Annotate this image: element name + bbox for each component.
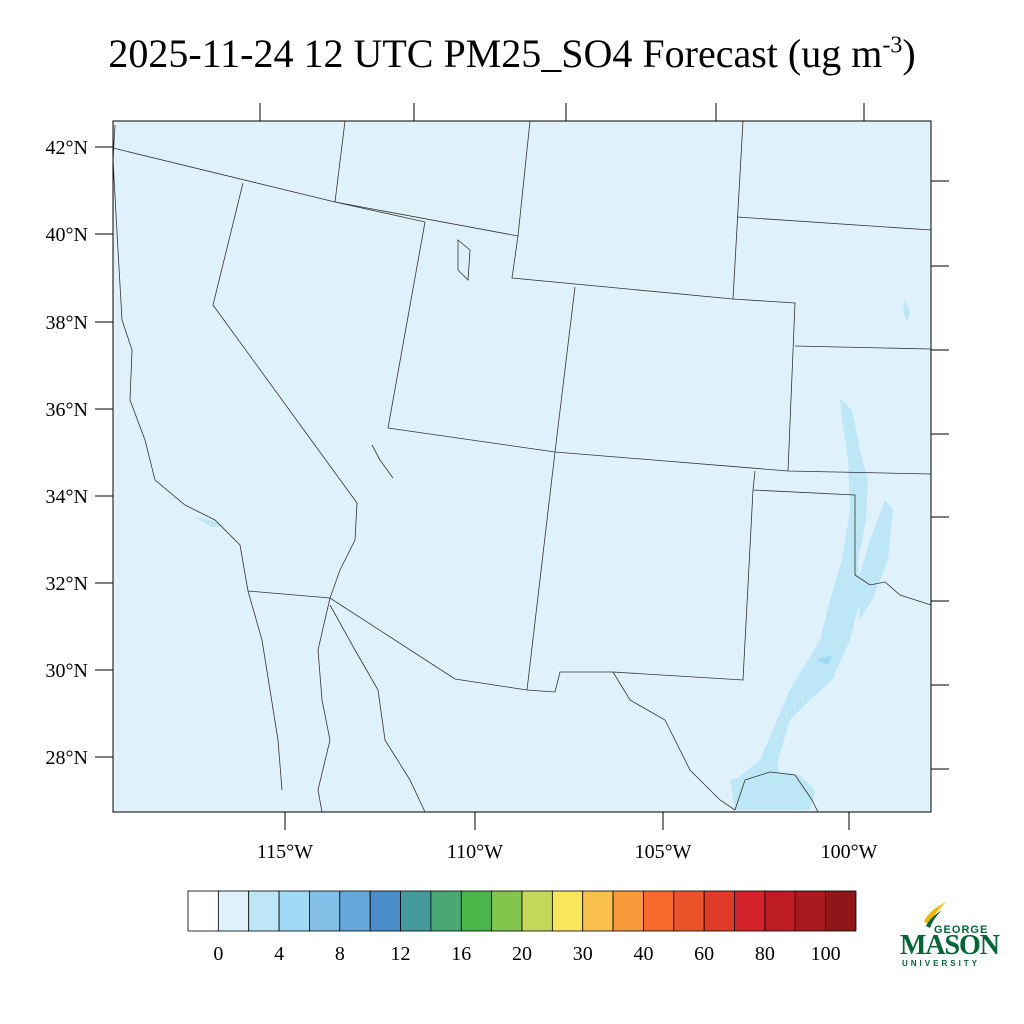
lat-label: 34°N [46,486,88,508]
lat-label: 40°N [46,224,88,246]
colorbar-label: 30 [573,943,593,965]
lat-label: 36°N [46,399,88,421]
colorbar-swatch [309,890,341,932]
colorbar-swatch [764,890,796,932]
rio-grande-lower [734,771,819,813]
colorbar-swatch [582,890,614,932]
colorbar-label: 60 [694,943,714,965]
patch-texas-band [735,398,868,805]
border-id-mt [334,120,346,203]
patch-kansas [903,300,910,322]
border-nv-ut [334,201,426,429]
border-wy-co [511,120,796,472]
patch-socal [195,517,225,527]
colorbar-label: 8 [335,943,345,965]
svg-text:UNIVERSITY: UNIVERSITY [902,959,980,968]
concentration-patches [195,300,910,810]
border-ne-sd [736,216,932,231]
rio-grande [612,671,736,811]
colorbar-swatch [217,890,250,932]
state-boundaries [112,120,932,813]
border-ca-nv-az [212,182,358,599]
border-37n [387,427,932,475]
colorbar-swatch [278,890,310,932]
gmu-logo: GEORGE MASON UNIVERSITY [898,900,1002,970]
svg-text:MASON: MASON [900,930,1000,961]
colorbar-swatch [794,890,827,932]
colorbar-swatch [734,890,766,932]
pacific-coast [112,124,283,791]
map-plot-area [112,120,932,813]
longitude-labels: 115°W 110°W 105°W 100°W [257,841,878,863]
lake-mead [371,444,394,479]
baja-gulf-coast [317,597,331,813]
latitude-labels: 42°N 40°N 38°N 36°N 34°N 32°N 30°N 28°N [46,137,88,769]
lon-label: 100°W [821,841,878,863]
colorbar-label: 40 [633,943,653,965]
colorbar-swatch [187,890,219,932]
colorbar-swatch [521,890,553,932]
colorbar-swatch [491,890,523,932]
colorbar-label: 4 [274,943,284,965]
colorbar-label: 80 [755,943,775,965]
axis-ticks [95,103,949,830]
great-salt-lake [457,239,471,281]
colorbar-swatch [612,890,644,932]
colorbar-swatch [643,890,675,932]
gmu-logo-graphic: GEORGE MASON UNIVERSITY [900,902,1000,968]
lat-label: 28°N [46,747,88,769]
border-tx-ok [752,470,932,606]
colorbar-swatch [551,890,584,932]
lon-label: 110°W [447,841,503,863]
colorbar-label: 20 [512,943,532,965]
lat-label: 38°N [46,312,88,334]
border-four-corners [526,286,576,691]
colorbar-swatch [703,890,735,932]
sonora-coast [329,604,426,813]
colorbar-label: 16 [451,943,471,965]
colorbar-swatch [369,890,401,932]
colorbar-swatch [460,890,493,932]
colorbar: 0 4 8 12 16 20 30 40 60 80 100 [187,890,857,965]
colorbar-swatch [430,890,462,932]
patch-peak [816,655,832,665]
colorbar-swatch [825,890,857,932]
colorbar-label: 100 [811,943,841,965]
chart-title: 2025-11-24 12 UTC PM25_SO4 Forecast (ug … [108,31,916,76]
lon-label: 115°W [257,841,313,863]
colorbar-swatch [673,890,705,932]
lat-label: 32°N [46,573,88,595]
border-ne-ks [794,345,932,350]
patch-oklahoma [858,500,893,620]
svg-text:GEORGE: GEORGE [934,924,988,936]
patch-rio-grande [730,770,815,810]
colorbar-label: 0 [213,943,223,965]
lat-label: 42°N [46,137,88,159]
colorbar-swatch [400,890,432,932]
colorbar-label: 12 [391,943,411,965]
border-wy-ne [732,120,744,300]
lat-label: 30°N [46,660,88,682]
lon-label: 105°W [635,841,692,863]
map-background [113,121,931,812]
map-frame [112,120,932,813]
colorbar-swatch [339,890,371,932]
colorbar-swatch [248,890,280,932]
border-us-mexico [247,489,754,693]
